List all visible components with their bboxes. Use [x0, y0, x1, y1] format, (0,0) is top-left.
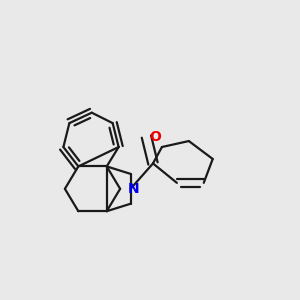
Text: N: N — [128, 182, 140, 196]
Text: O: O — [149, 130, 161, 144]
